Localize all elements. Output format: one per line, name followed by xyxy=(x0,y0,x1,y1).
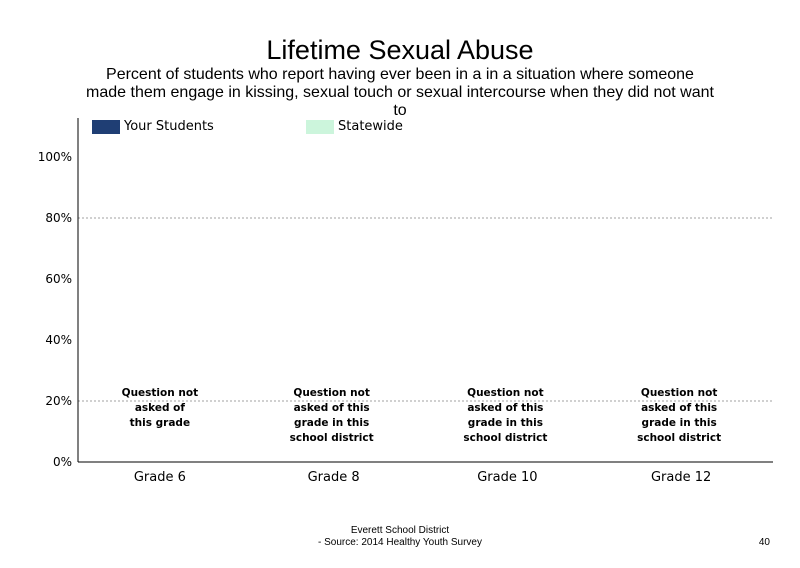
annotation-label: Question not xyxy=(641,387,717,399)
x-tick-label: Grade 12 xyxy=(651,470,711,485)
annotation-label: asked of this xyxy=(641,402,717,414)
footer: Everett School District - Source: 2014 H… xyxy=(0,525,800,549)
y-tick-label: 60% xyxy=(45,272,72,286)
annotation-label: asked of this xyxy=(294,402,370,414)
legend-swatch xyxy=(92,119,120,134)
annotation-label: asked of this xyxy=(467,402,543,414)
annotation-label: asked of xyxy=(135,402,186,414)
footer-source: - Source: 2014 Healthy Youth Survey xyxy=(318,537,482,548)
annotation-label: grade in this xyxy=(642,417,717,429)
legend-item-statewide: Statewide xyxy=(306,119,403,134)
subtitle-line: made them engage in kissing, sexual touc… xyxy=(86,84,714,101)
annotation-label: Question not xyxy=(467,387,543,399)
y-tick-label: 100% xyxy=(38,150,72,164)
annotation-label: Question not xyxy=(122,387,198,399)
annotation-label: grade in this xyxy=(468,417,543,429)
annotation-label: school district xyxy=(637,432,721,444)
chart-subtitle: Percent of students who report having ev… xyxy=(60,66,740,116)
x-tick-label: Grade 6 xyxy=(134,470,186,485)
x-tick-label: Grade 10 xyxy=(477,470,537,485)
legend-label: Your Students xyxy=(124,119,214,134)
annotation-label: school district xyxy=(290,432,374,444)
x-tick-label: Grade 8 xyxy=(308,470,360,485)
chart-title: Lifetime Sexual Abuse xyxy=(266,35,534,65)
y-tick-label: 20% xyxy=(45,394,72,408)
y-tick-label: 80% xyxy=(45,211,72,225)
page-number: 40 xyxy=(758,537,770,548)
annotation-label: this grade xyxy=(130,417,190,429)
annotation-label: Question not xyxy=(293,387,369,399)
legend-item-your-students: Your Students xyxy=(92,119,214,134)
y-tick-label: 40% xyxy=(45,333,72,347)
annotation-label: grade in this xyxy=(294,417,369,429)
subtitle-line: to xyxy=(393,102,407,116)
footer-district: Everett School District xyxy=(350,525,450,536)
annotation-label: school district xyxy=(463,432,547,444)
y-tick-label: 0% xyxy=(53,455,72,469)
subtitle-line: Percent of students who report having ev… xyxy=(106,66,694,83)
legend-label: Statewide xyxy=(338,119,403,134)
legend-swatch xyxy=(306,119,334,134)
